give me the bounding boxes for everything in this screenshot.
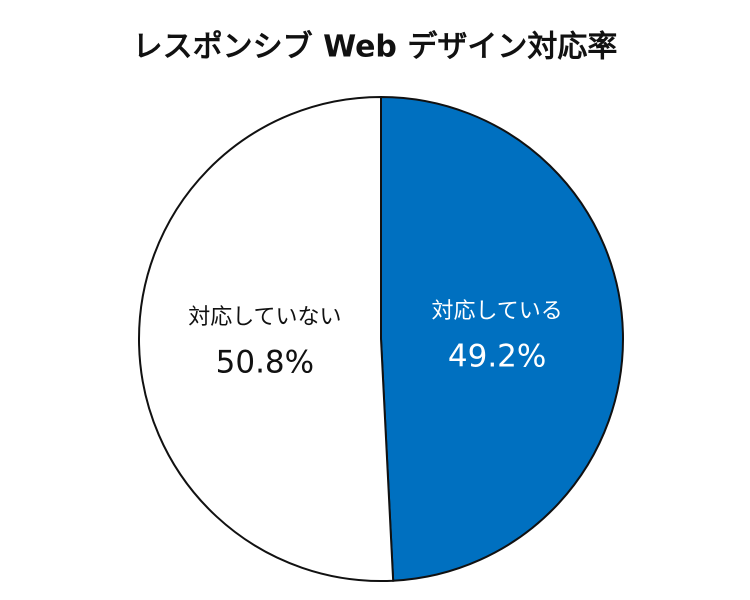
chart-title: レスポンシブ Web デザイン対応率 xyxy=(133,30,618,65)
pie-slice xyxy=(138,95,395,582)
pie-slice xyxy=(380,95,624,582)
slice-value-label: 49.2% xyxy=(448,339,546,375)
slice-value-label: 50.8% xyxy=(216,344,314,380)
slice-label: 対応していない xyxy=(188,305,341,330)
slice-label: 対応している xyxy=(431,299,562,324)
